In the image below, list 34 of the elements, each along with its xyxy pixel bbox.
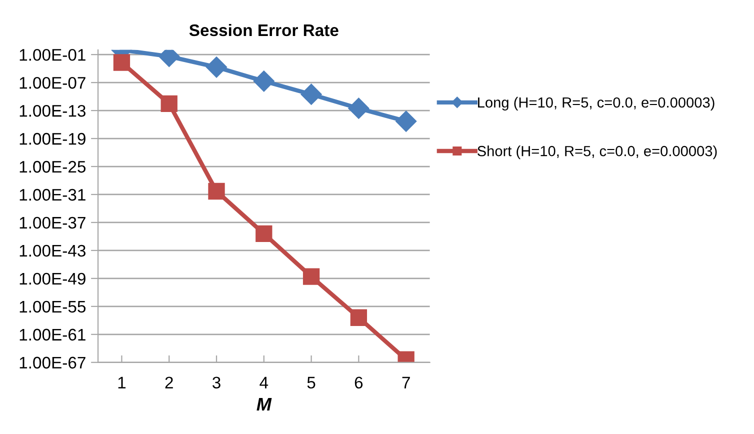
y-tick-label: 1.00E-49: [20, 272, 86, 285]
y-tick-label: 1.00E-25: [20, 160, 86, 173]
y-tick-label: 1.00E-37: [20, 216, 86, 229]
point: [396, 110, 417, 132]
x-tick-label: 3: [212, 376, 220, 389]
y-tick-label: 1.00E-07: [20, 76, 86, 89]
point: [113, 54, 130, 71]
point: [206, 56, 228, 78]
point: [348, 98, 370, 119]
point: [350, 309, 368, 326]
x-tick-label: 1: [118, 376, 126, 388]
point: [208, 182, 225, 200]
x-tick-label: 5: [307, 376, 316, 389]
point: [253, 70, 274, 92]
y-tick-label: 1.00E-13: [20, 104, 86, 117]
chart-title: Session Error Rate: [189, 24, 338, 36]
x-axis-title: M: [256, 398, 272, 410]
y-tick-label: 1.00E-01: [20, 48, 86, 61]
y-tick-label: 1.00E-31: [20, 188, 86, 201]
x-tick-label: 2: [165, 376, 173, 388]
point: [160, 95, 178, 112]
x-tick-label: 6: [354, 376, 363, 389]
legend-label: Short (H=10, R=5, c=0.0, e=0.00003): [478, 146, 717, 160]
legend-label: Long (H=10, R=5, c=0.0, e=0.00003): [478, 96, 714, 111]
y-tick-label: 1.00E-43: [20, 244, 86, 257]
point: [256, 225, 272, 242]
x-tick-label: 7: [402, 376, 410, 388]
y-tick-label: 1.00E-55: [20, 300, 86, 313]
x-tick-label: 4: [260, 376, 268, 388]
point: [302, 268, 320, 285]
y-tick-label: 1.00E-61: [20, 328, 86, 341]
point: [300, 84, 322, 105]
y-tick-label: 1.00E-19: [20, 132, 86, 145]
y-tick-label: 1.00E-67: [20, 356, 86, 369]
